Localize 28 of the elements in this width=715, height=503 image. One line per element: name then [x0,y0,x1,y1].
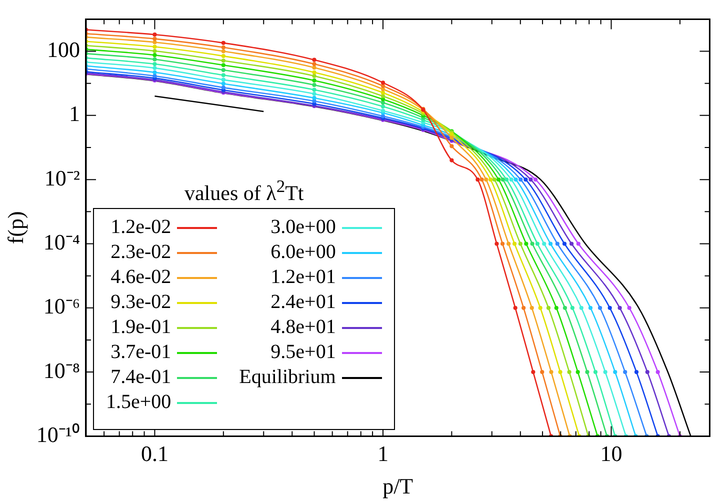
legend-label: 9.5e+01 [270,340,336,366]
legend-label: 4.8e+01 [270,315,336,340]
legend-label: 1.2e+01 [270,265,336,290]
y-tick-label: 10⁻² [44,165,80,190]
legend-label: 3.7e-01 [110,340,172,366]
y-tick-label: 10⁻¹⁰ [36,422,80,447]
legend-label: 3.0e+00 [270,215,336,240]
y-tick-label: 10⁻⁴ [43,230,80,255]
y-tick-label: 10⁻⁶ [43,294,80,319]
legend-label: Equilibrium [239,365,336,390]
legend-label: 1.2e-02 [110,215,172,240]
legend-label: 1.5e+00 [106,390,172,416]
y-tick-label: 100 [46,37,80,62]
legend-label: 6.0e+00 [270,240,336,266]
y-tick-label: 1 [68,101,80,126]
x-tick-label: 10 [600,441,622,466]
x-axis-title: p/T [382,474,414,499]
legend-label: 7.4e-01 [110,365,172,390]
legend-label: 2.4e+01 [270,290,336,316]
legend-label: 1.9e-01 [110,315,172,340]
legend-label: 2.3e-02 [110,240,172,266]
x-tick-label: 1 [377,441,388,466]
legend-title: values of λ$^{2}$Tt [184,176,304,206]
y-tick-label: 10⁻⁸ [43,358,80,383]
legend-label: 4.6e-02 [110,265,172,290]
y-axis-title: f(p) [2,211,28,244]
legend-label: 9.3e-02 [110,290,172,316]
x-tick-label: 0.1 [140,441,168,466]
